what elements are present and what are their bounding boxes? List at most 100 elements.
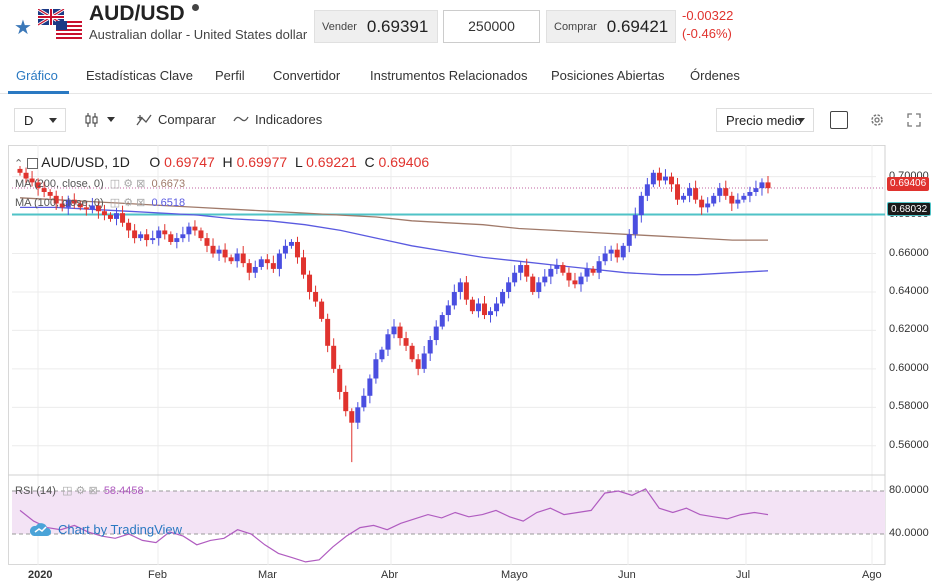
price-change-percent: (-0.46%)	[682, 26, 732, 41]
buy-button[interactable]: Comprar 0.69421	[546, 10, 676, 43]
sell-label: Vender	[322, 20, 357, 33]
candle-body	[681, 195, 687, 200]
candle-body	[578, 276, 584, 285]
candle-body	[711, 195, 717, 204]
indicators-button[interactable]: Indicadores	[255, 112, 323, 127]
candle-body	[156, 230, 162, 239]
candle-body	[566, 272, 572, 281]
candle-body	[753, 188, 759, 192]
legend-open: 0.69747	[164, 154, 215, 170]
candle-body	[699, 199, 705, 208]
candle-body	[349, 411, 355, 423]
interval-select[interactable]: D	[14, 108, 66, 132]
candle-body	[83, 207, 89, 210]
candle-body	[687, 188, 693, 196]
sell-button[interactable]: Vender 0.69391	[314, 10, 438, 43]
candle-body	[319, 301, 325, 319]
rsi-tick-label: 40.0000	[889, 527, 929, 539]
tab-orders[interactable]: Órdenes	[690, 68, 740, 83]
x-tick-label: Abr	[381, 569, 399, 581]
candle-body	[421, 353, 427, 369]
symbol-description: Australian dollar - United States dollar	[89, 27, 308, 42]
collapse-icon[interactable]: ⌃	[14, 158, 24, 170]
buy-label: Comprar	[554, 20, 597, 33]
candle-body	[150, 238, 156, 241]
candle-body	[186, 226, 192, 235]
candle-body	[114, 213, 120, 219]
chevron-down-icon	[107, 117, 115, 122]
candle-body	[337, 368, 343, 392]
favorite-star-icon[interactable]: ★	[14, 17, 32, 39]
price-change: -0.00322	[682, 8, 734, 23]
chevron-down-icon	[797, 118, 805, 123]
candle-body	[463, 282, 469, 300]
candle-body	[264, 259, 270, 264]
tab-chart[interactable]: Gráfico	[16, 68, 58, 83]
tab-converter[interactable]: Convertidor	[273, 68, 341, 83]
candle-body	[693, 188, 699, 200]
fullscreen-toggle[interactable]	[830, 111, 848, 129]
quantity-input[interactable]: 250000	[443, 10, 540, 43]
candle-body	[270, 263, 276, 269]
candle-body	[180, 234, 186, 239]
compare-button[interactable]: Comparar	[158, 112, 216, 127]
expand-icon[interactable]	[907, 113, 921, 127]
ma100-legend: MA (100, close, 0) ◫ ⚙ ⊠ 0.6518	[15, 196, 185, 209]
tradingview-watermark[interactable]: Chart by TradingView	[28, 520, 182, 538]
rsi-value: 58.4458	[103, 485, 144, 497]
tab-key-stats[interactable]: Estadísticas Clave	[86, 68, 193, 83]
candle-body	[662, 176, 668, 181]
candle-body	[518, 265, 524, 273]
candle-body	[403, 338, 409, 346]
rsi-legend: RSI (14) ◫ ⚙ ⊠ 58.4458	[15, 484, 144, 497]
candle-body	[23, 172, 29, 179]
candle-body	[512, 272, 518, 283]
candle-body	[524, 265, 530, 277]
candle-body	[536, 282, 542, 292]
candle-body	[747, 191, 753, 196]
chevron-down-icon	[49, 118, 57, 123]
price-mode-select[interactable]: Precio medio	[716, 108, 814, 132]
candle-body	[638, 195, 644, 216]
candle-body	[77, 203, 83, 208]
tab-bar: Gráfico Estadísticas Clave Perfil Conver…	[0, 60, 932, 94]
indicators-icon	[233, 116, 249, 122]
candle-body	[391, 326, 397, 335]
candle-body	[222, 249, 228, 258]
tab-profile[interactable]: Perfil	[215, 68, 245, 83]
candle-body	[294, 241, 300, 258]
candle-body	[608, 249, 614, 254]
ma200-value: 0.6673	[151, 178, 186, 190]
candle-body	[89, 205, 95, 210]
gear-icon[interactable]	[869, 112, 885, 128]
candle-body	[415, 359, 421, 369]
candle-body	[723, 188, 729, 196]
hline-price-tag: 0.68032	[887, 202, 932, 216]
candle-body	[144, 234, 150, 241]
candle-body	[138, 234, 144, 239]
candle-body	[71, 199, 77, 204]
candle-body	[192, 226, 198, 231]
chart-type-select[interactable]	[75, 108, 123, 132]
tab-open-positions[interactable]: Posiciones Abiertas	[551, 68, 665, 83]
tab-related-instruments[interactable]: Instrumentos Relacionados	[370, 68, 528, 83]
candle-body	[560, 265, 566, 273]
ma200-settings-icon[interactable]: ◫ ⚙ ⊠	[109, 178, 146, 190]
candle-body	[530, 276, 536, 292]
price-chart[interactable]	[8, 145, 932, 587]
rsi-band	[12, 491, 885, 534]
ma100-settings-icon[interactable]: ◫ ⚙ ⊠	[109, 197, 146, 209]
candle-body	[590, 268, 596, 273]
symbol-title: AUD/USD	[89, 2, 185, 25]
legend-high: 0.69977	[236, 154, 288, 170]
y-tick-label: 0.60000	[889, 361, 929, 374]
ma200-label: MA (200, close, 0)	[15, 178, 104, 190]
candle-body	[168, 234, 174, 242]
price-mode-value: Precio medio	[726, 112, 802, 128]
candle-body	[331, 345, 337, 369]
buy-price: 0.69421	[606, 16, 669, 36]
candle-body	[240, 253, 246, 264]
candle-body	[162, 230, 168, 235]
candle-body	[307, 274, 313, 292]
rsi-settings-icon[interactable]: ◫ ⚙ ⊠	[62, 485, 98, 497]
